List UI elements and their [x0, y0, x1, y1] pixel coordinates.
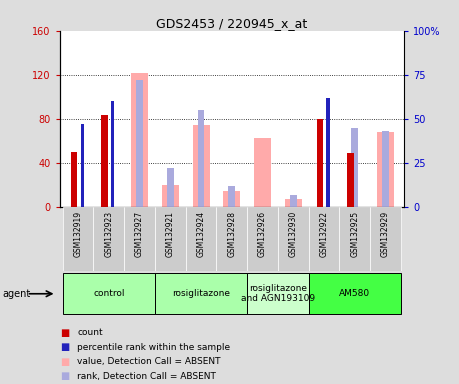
Text: GSM132928: GSM132928 [227, 210, 236, 257]
Bar [112, 101, 114, 207]
Text: GSM132929: GSM132929 [381, 210, 390, 257]
Text: ■: ■ [60, 357, 69, 367]
Bar [229, 186, 235, 207]
FancyBboxPatch shape [308, 207, 339, 271]
Bar [351, 128, 358, 207]
FancyBboxPatch shape [155, 273, 247, 314]
Text: ■: ■ [60, 328, 69, 338]
Text: rosiglitazone
and AGN193109: rosiglitazone and AGN193109 [241, 284, 315, 303]
Text: GSM132921: GSM132921 [166, 210, 175, 257]
FancyBboxPatch shape [339, 207, 370, 271]
Text: rosiglitazone: rosiglitazone [172, 289, 230, 298]
Text: GSM132922: GSM132922 [319, 210, 329, 257]
Bar [290, 195, 297, 207]
Bar [224, 191, 240, 207]
Title: GDS2453 / 220945_x_at: GDS2453 / 220945_x_at [156, 17, 308, 30]
Text: GSM132919: GSM132919 [73, 210, 83, 257]
Bar [377, 132, 394, 207]
FancyBboxPatch shape [308, 273, 401, 314]
Text: GSM132926: GSM132926 [258, 210, 267, 257]
Text: GSM132923: GSM132923 [104, 210, 113, 257]
Text: rank, Detection Call = ABSENT: rank, Detection Call = ABSENT [77, 372, 216, 381]
FancyBboxPatch shape [247, 273, 308, 314]
Text: AM580: AM580 [339, 289, 370, 298]
FancyBboxPatch shape [124, 207, 155, 271]
Text: GSM132927: GSM132927 [135, 210, 144, 257]
FancyBboxPatch shape [186, 207, 217, 271]
Text: GSM132924: GSM132924 [196, 210, 206, 257]
Bar [71, 152, 78, 207]
Bar [162, 185, 179, 207]
Bar [326, 98, 330, 207]
FancyBboxPatch shape [217, 207, 247, 271]
Bar [81, 124, 84, 207]
FancyBboxPatch shape [247, 207, 278, 271]
FancyBboxPatch shape [370, 207, 401, 271]
Bar [198, 110, 204, 207]
Bar [347, 153, 354, 207]
Bar [317, 119, 324, 207]
Text: ■: ■ [60, 342, 69, 352]
Bar [131, 73, 148, 207]
Text: control: control [93, 289, 124, 298]
Text: GSM132925: GSM132925 [350, 210, 359, 257]
Bar [254, 138, 271, 207]
FancyBboxPatch shape [155, 207, 186, 271]
FancyBboxPatch shape [63, 207, 94, 271]
FancyBboxPatch shape [278, 207, 308, 271]
Bar [101, 114, 108, 207]
Text: value, Detection Call = ABSENT: value, Detection Call = ABSENT [77, 357, 221, 366]
Text: agent: agent [2, 289, 31, 299]
Text: count: count [77, 328, 103, 337]
Bar [193, 124, 209, 207]
Bar [382, 131, 389, 207]
Bar [285, 199, 302, 207]
Bar [136, 80, 143, 207]
FancyBboxPatch shape [63, 273, 155, 314]
Text: ■: ■ [60, 371, 69, 381]
Bar [167, 169, 174, 207]
Text: GSM132930: GSM132930 [289, 210, 298, 257]
Text: percentile rank within the sample: percentile rank within the sample [77, 343, 230, 352]
FancyBboxPatch shape [94, 207, 124, 271]
